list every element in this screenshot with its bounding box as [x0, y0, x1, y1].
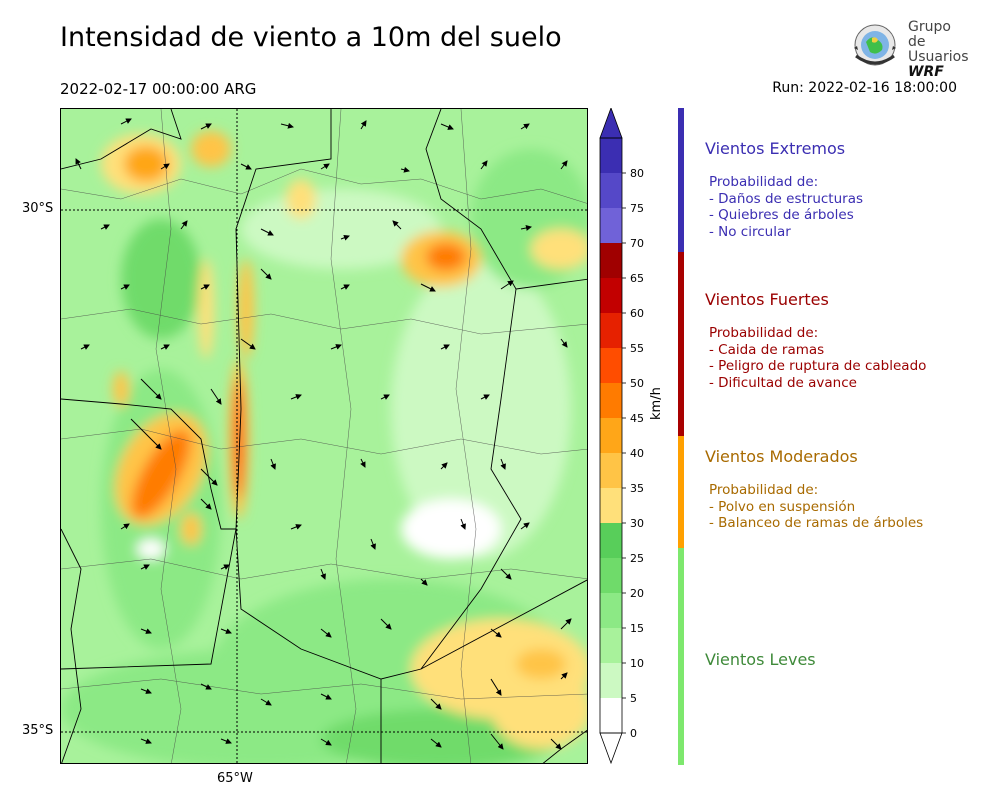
- colorbar-segment: [600, 313, 622, 349]
- colorbar-segment: [600, 138, 622, 174]
- legend-strip-extreme: [678, 108, 684, 252]
- colorbar-segment: [600, 628, 622, 664]
- colorbar-segment: [600, 278, 622, 314]
- colorbar-segment: [600, 348, 622, 384]
- colorbar-tick-label: 20: [630, 587, 644, 600]
- graticule: [61, 109, 587, 763]
- colorbar-segment: [600, 453, 622, 489]
- colorbar-tick-label: 70: [630, 237, 644, 250]
- colorbar-segment: [600, 698, 622, 734]
- colorbar-segment: [600, 383, 622, 419]
- globe-icon: [854, 24, 896, 66]
- colorbar-segment: [600, 208, 622, 244]
- legend-strip-light: [678, 548, 684, 765]
- category-description: Probabilidad de: - Daños de estructuras …: [709, 174, 864, 240]
- wrf-logo: Grupo de Usuarios WRF: [848, 18, 969, 80]
- colorbar-segment: [600, 173, 622, 209]
- colorbar-tick-label: 50: [630, 377, 644, 390]
- colorbar-tick-label: 80: [630, 167, 644, 180]
- colorbar-tick-label: 15: [630, 622, 644, 635]
- colorbar-tick-label: 55: [630, 342, 644, 355]
- department-borders: [61, 109, 587, 763]
- colorbar-extend-bottom: [599, 732, 623, 765]
- colorbar: 0 5 10 15 20 25 30 35 40 45 50 55 60 65 70 75 80: [597, 106, 687, 768]
- colorbar-tick-label: 10: [630, 657, 644, 670]
- run-time: Run: 2022-02-16 18:00:00: [772, 80, 957, 96]
- colorbar-segment: [600, 663, 622, 699]
- category-title: Vientos Extremos: [705, 139, 846, 158]
- colorbar-extend-top: [599, 106, 623, 139]
- lon-label-65w: 65°W: [217, 771, 253, 786]
- colorbar-segment: [600, 488, 622, 524]
- colorbar-unit-label: km/h: [649, 387, 664, 420]
- colorbar-tick-label: 35: [630, 482, 644, 495]
- colorbar-tick-label: 30: [630, 517, 644, 530]
- category-title: Vientos Leves: [705, 650, 816, 669]
- wind-field: [61, 109, 587, 763]
- colorbar-tick-label: 75: [630, 202, 644, 215]
- colorbar-tick-label: 0: [630, 727, 637, 740]
- wind-vectors: [75, 118, 572, 750]
- wind-map: [60, 108, 588, 764]
- lat-label-30s: 30°S: [22, 201, 54, 216]
- colorbar-segment: [600, 558, 622, 594]
- colorbar-segment: [600, 243, 622, 279]
- chart-title: Intensidad de viento a 10m del suelo: [60, 22, 562, 53]
- colorbar-tick-label: 60: [630, 307, 644, 320]
- logo-text: Grupo de Usuarios WRF: [908, 19, 969, 80]
- colorbar-tick-label: 45: [630, 412, 644, 425]
- category-light: Vientos Leves: [705, 650, 816, 669]
- colorbar-tick-label: 5: [630, 692, 637, 705]
- lat-label-35s: 35°S: [22, 723, 54, 738]
- colorbar-segment: [600, 593, 622, 629]
- category-moderate: Vientos Moderados Probabilidad de: - Pol…: [705, 447, 923, 532]
- colorbar-tick-label: 25: [630, 552, 644, 565]
- legend-strip-moderate: [678, 436, 684, 548]
- category-description: Probabilidad de: - Caida de ramas - Peli…: [709, 325, 927, 391]
- category-description: Probabilidad de: - Polvo en suspensión -…: [709, 482, 924, 531]
- valid-time: 2022-02-17 00:00:00 ARG: [60, 80, 257, 98]
- legend-strip-strong: [678, 252, 684, 436]
- category-strong: Vientos Fuertes Probabilidad de: - Caida…: [705, 290, 926, 391]
- category-title: Vientos Moderados: [705, 447, 858, 466]
- colorbar-graphic: 0 5 10 15 20 25 30 35 40 45 50 55 60 65 70 75 80: [599, 106, 644, 765]
- colorbar-tick-label: 40: [630, 447, 644, 460]
- category-title: Vientos Fuertes: [705, 290, 829, 309]
- category-extreme: Vientos Extremos Probabilidad de: - Daño…: [705, 139, 863, 240]
- colorbar-segment: [600, 523, 622, 559]
- colorbar-tick-label: 65: [630, 272, 644, 285]
- colorbar-segment: [600, 418, 622, 454]
